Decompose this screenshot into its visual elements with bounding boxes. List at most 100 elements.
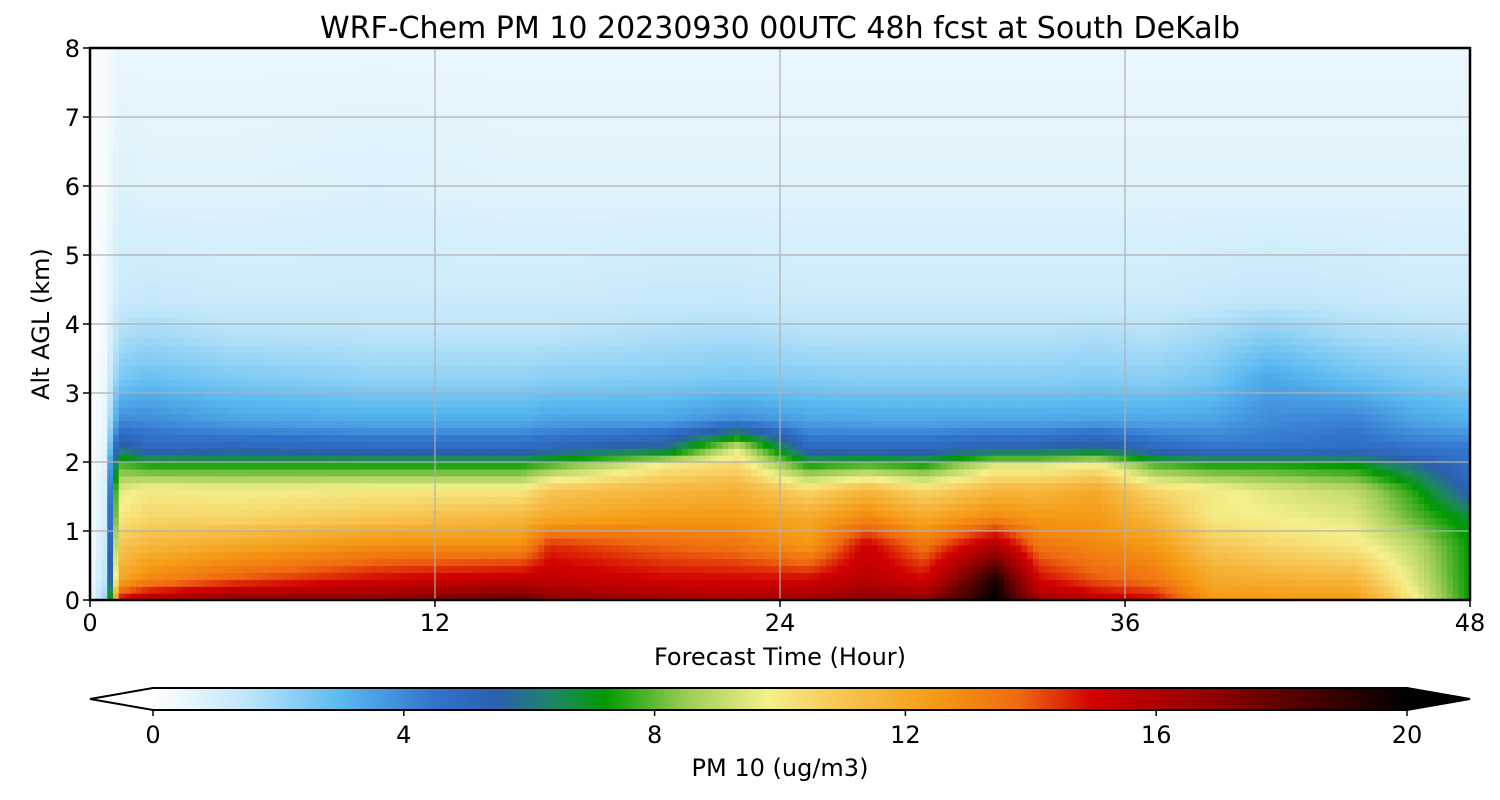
heatmap-cell [406,537,413,546]
heatmap-cell [193,296,200,304]
heatmap-cell [136,48,143,56]
heatmap-cell [245,296,252,304]
heatmap-cell [107,206,114,215]
heatmap-cell [423,213,430,222]
heatmap-cell [187,317,195,325]
heatmap-cell [245,268,252,277]
heatmap-cell [440,89,448,97]
heatmap-cell [337,220,344,228]
heatmap-cell [314,441,321,449]
heatmap-cell [153,186,160,194]
heatmap-cell [343,344,350,353]
heatmap-cell [262,255,269,263]
heatmap-cell [147,489,154,498]
heatmap-cell [101,103,108,111]
heatmap-cell [308,544,315,553]
heatmap-cell [187,324,195,332]
heatmap-cell [210,261,218,270]
heatmap-cell [279,68,287,77]
heatmap-cell [222,282,229,291]
heatmap-cell [153,420,160,429]
heatmap-cell [228,434,235,442]
heatmap-cell [164,75,172,84]
heatmap-cell [343,358,350,366]
heatmap-cell [279,54,287,63]
heatmap-cell [187,248,195,256]
heatmap-cell [141,351,149,360]
heatmap-cell [412,96,419,104]
heatmap-cell [360,179,367,187]
heatmap-cell [383,255,390,263]
heatmap-cell [274,89,281,97]
heatmap-cell [262,565,269,573]
heatmap-cell [153,137,160,146]
heatmap-cell [239,255,246,263]
heatmap-cell [291,351,298,360]
heatmap-cell [193,227,200,235]
heatmap-cell [440,165,448,173]
heatmap-cell [159,365,166,373]
heatmap-cell [371,82,379,90]
heatmap-cell [262,586,269,594]
heatmap-cell [325,206,333,215]
heatmap-cell [147,337,154,346]
heatmap-cell [440,213,448,222]
heatmap-cell [164,379,172,387]
heatmap-cell [331,48,338,56]
heatmap-cell [153,213,160,222]
heatmap-cell [170,482,177,491]
heatmap-cell [377,406,384,415]
heatmap-cell [325,586,333,594]
heatmap-cell [337,448,344,456]
heatmap-cell [400,213,407,222]
heatmap-cell [400,172,407,180]
heatmap-cell [182,68,189,77]
heatmap-cell [124,393,131,401]
heatmap-cell [205,48,212,56]
heatmap-cell [228,261,235,270]
heatmap-cell [394,117,402,125]
heatmap-cell [308,406,315,415]
heatmap-cell [199,206,206,215]
heatmap-cell [337,310,344,318]
heatmap-cell [147,89,154,97]
heatmap-cell [268,117,275,125]
heatmap-cell [118,234,126,242]
heatmap-cell [417,593,425,601]
heatmap-cell [320,544,327,553]
heatmap-cell [245,558,252,567]
heatmap-cell [325,255,333,263]
heatmap-cell [205,386,212,394]
heatmap-cell [136,172,143,180]
heatmap-cell [308,510,315,518]
heatmap-cell [440,351,448,360]
heatmap-cell [101,510,108,518]
heatmap-cell [429,496,436,504]
heatmap-cell [256,89,264,97]
heatmap-cell [285,413,292,422]
heatmap-cell [147,151,154,159]
heatmap-cell [170,296,177,304]
heatmap-cell [205,172,212,180]
heatmap-cell [113,317,120,325]
heatmap-cell [187,399,195,408]
heatmap-cell [400,110,407,118]
heatmap-cell [130,261,137,270]
heatmap-cell [170,289,177,297]
heatmap-cell [199,61,206,70]
heatmap-cell [113,199,120,208]
heatmap-cell [262,496,269,504]
heatmap-cell [90,186,97,194]
heatmap-cell [124,544,131,553]
heatmap-cell [383,199,390,208]
heatmap-cell [210,406,218,415]
heatmap-cell [394,103,402,111]
heatmap-cell [279,268,287,277]
heatmap-cell [193,379,200,387]
heatmap-cell [325,186,333,194]
heatmap-cell [130,61,137,70]
heatmap-cell [90,586,97,594]
heatmap-cell [239,130,246,139]
heatmap-cell [371,572,379,580]
heatmap-cell [262,282,269,291]
